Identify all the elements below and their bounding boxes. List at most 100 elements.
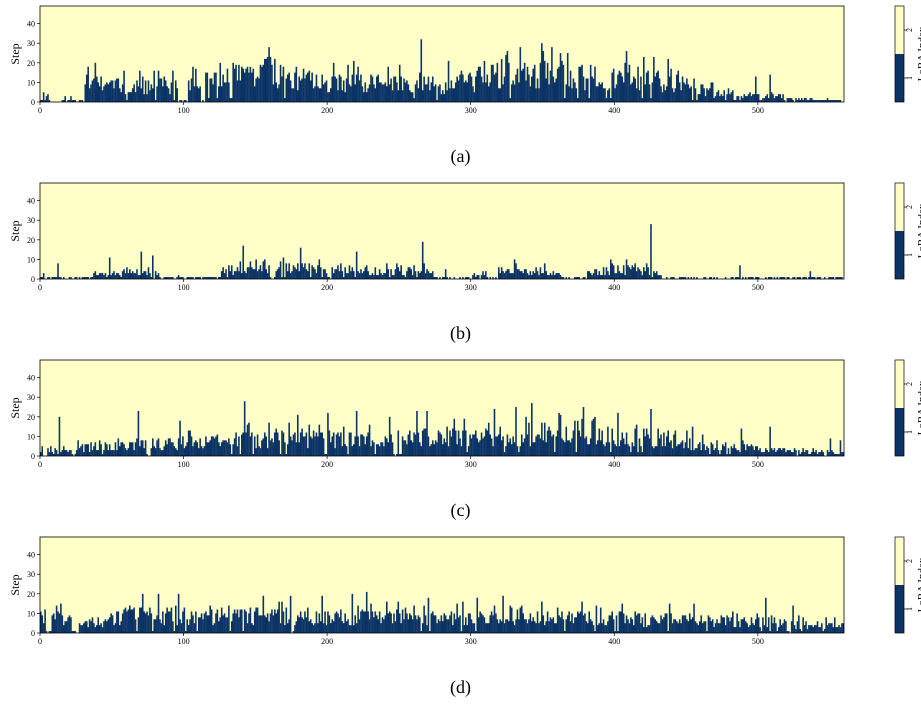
bar: [823, 629, 826, 633]
bar: [106, 82, 108, 102]
bar: [116, 450, 118, 456]
bar: [622, 82, 625, 102]
bar: [697, 94, 700, 102]
bar: [632, 446, 635, 456]
bar: [220, 607, 223, 633]
bar-series: [40, 39, 842, 102]
bar: [396, 454, 398, 456]
bar: [207, 277, 210, 279]
bar: [707, 90, 710, 102]
bar: [742, 98, 744, 102]
bar: [345, 621, 348, 633]
bar: [360, 434, 362, 456]
bar: [496, 619, 499, 633]
bar: [599, 84, 602, 102]
bar: [561, 60, 563, 102]
bar: [294, 625, 296, 633]
bar: [818, 100, 820, 102]
chart-caption-c: (c): [450, 500, 471, 520]
bar: [301, 617, 303, 633]
bar: [139, 70, 141, 102]
bar: [766, 94, 769, 102]
bar: [373, 275, 375, 279]
bar: [604, 446, 606, 456]
bar: [442, 621, 444, 633]
bar: [157, 70, 160, 102]
bar: [301, 428, 303, 456]
bar: [226, 277, 229, 279]
bar: [782, 277, 784, 279]
bar: [164, 80, 167, 102]
bar: [818, 277, 820, 279]
bar: [581, 601, 583, 633]
bar: [268, 47, 270, 102]
bar: [475, 277, 477, 279]
bar: [595, 86, 598, 102]
bar: [129, 605, 131, 633]
bar: [81, 625, 84, 633]
bar: [437, 619, 440, 633]
bar: [795, 629, 797, 633]
bar: [522, 68, 524, 102]
bar: [798, 277, 800, 279]
bar: [177, 275, 180, 279]
bar: [492, 277, 494, 279]
bar: [403, 619, 405, 633]
bar: [777, 627, 780, 633]
bar: [687, 277, 690, 279]
bar: [114, 442, 117, 456]
bar: [454, 619, 457, 633]
bar: [62, 446, 65, 456]
bar: [187, 277, 190, 279]
bar: [456, 603, 458, 633]
bar: [308, 70, 311, 102]
bar: [713, 627, 715, 633]
bar: [457, 617, 460, 633]
bar: [430, 444, 433, 456]
bar: [45, 631, 48, 633]
bar: [403, 440, 405, 456]
bar: [523, 62, 526, 102]
bar: [483, 60, 486, 102]
bar: [489, 615, 491, 633]
bar: [721, 444, 724, 456]
bar: [40, 611, 42, 633]
bar: [645, 428, 648, 456]
bar: [220, 442, 223, 456]
bar: [71, 631, 74, 633]
bar: [562, 619, 565, 633]
bar: [113, 271, 115, 279]
bar: [95, 625, 98, 633]
bar: [543, 263, 546, 279]
bar: [387, 66, 390, 102]
bar: [453, 613, 456, 633]
bar: [513, 84, 516, 102]
bar: [648, 625, 651, 633]
bar: [205, 436, 207, 456]
bar: [167, 611, 170, 633]
bar: [622, 438, 625, 456]
bar: [693, 277, 695, 279]
bar: [562, 440, 565, 456]
bar: [361, 86, 364, 102]
bar: [608, 275, 611, 279]
bar: [779, 94, 781, 102]
bar: [360, 611, 362, 633]
bar: [469, 434, 471, 456]
bar: [756, 446, 759, 456]
bar: [654, 76, 657, 102]
bar: [111, 273, 114, 279]
bar: [805, 98, 807, 102]
bar: [576, 420, 579, 456]
bar: [172, 70, 174, 102]
bar: [831, 623, 833, 633]
bar: [688, 88, 691, 102]
bar: [635, 88, 638, 102]
bar: [467, 446, 470, 456]
bar: [413, 432, 415, 456]
bar: [387, 269, 390, 279]
bar: [790, 621, 793, 633]
bar: [281, 601, 283, 633]
colorbar-tick-label: 2: [905, 382, 914, 386]
bar: [769, 631, 771, 633]
